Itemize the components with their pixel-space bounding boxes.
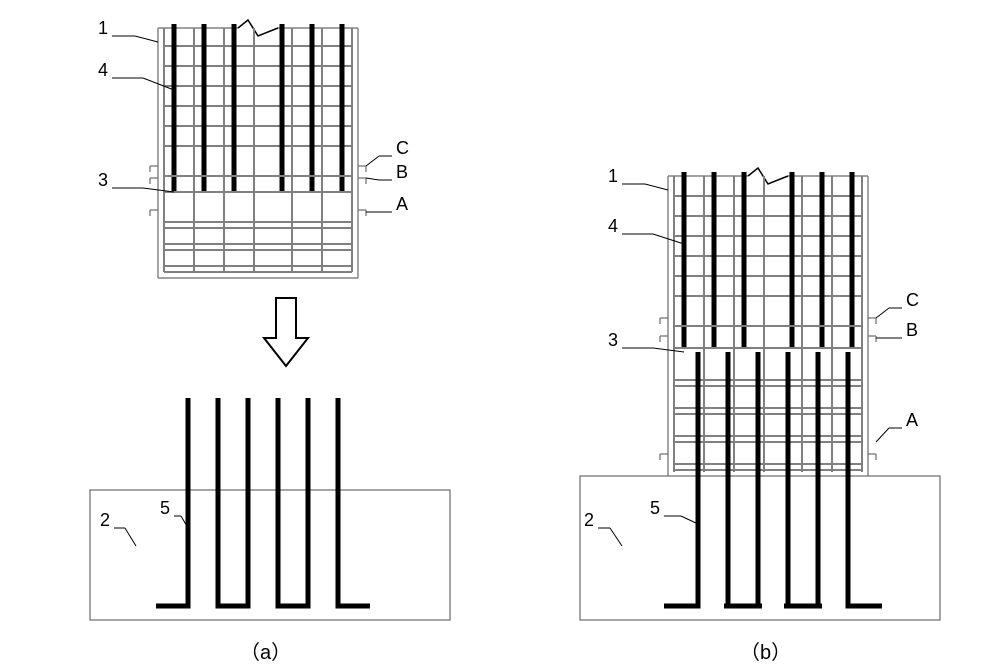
- diagram-svg: 12345CBA12345CBA: [0, 0, 1000, 666]
- svg-text:3: 3: [98, 170, 108, 190]
- caption-a: （a）: [240, 636, 291, 665]
- svg-text:B: B: [906, 320, 918, 340]
- caption-b: （b）: [740, 636, 791, 665]
- svg-text:4: 4: [608, 216, 618, 236]
- svg-text:3: 3: [608, 330, 618, 350]
- diagram-container: 12345CBA12345CBA （a） （b）: [0, 0, 1000, 666]
- svg-text:5: 5: [650, 498, 660, 518]
- svg-text:B: B: [396, 162, 408, 182]
- svg-text:C: C: [906, 290, 919, 310]
- svg-text:5: 5: [160, 498, 170, 518]
- svg-text:A: A: [396, 194, 408, 214]
- svg-text:1: 1: [608, 166, 618, 186]
- svg-text:1: 1: [98, 18, 108, 38]
- svg-text:2: 2: [100, 510, 110, 530]
- svg-text:2: 2: [584, 510, 594, 530]
- svg-text:4: 4: [98, 60, 108, 80]
- svg-text:C: C: [396, 138, 409, 158]
- svg-text:A: A: [906, 410, 918, 430]
